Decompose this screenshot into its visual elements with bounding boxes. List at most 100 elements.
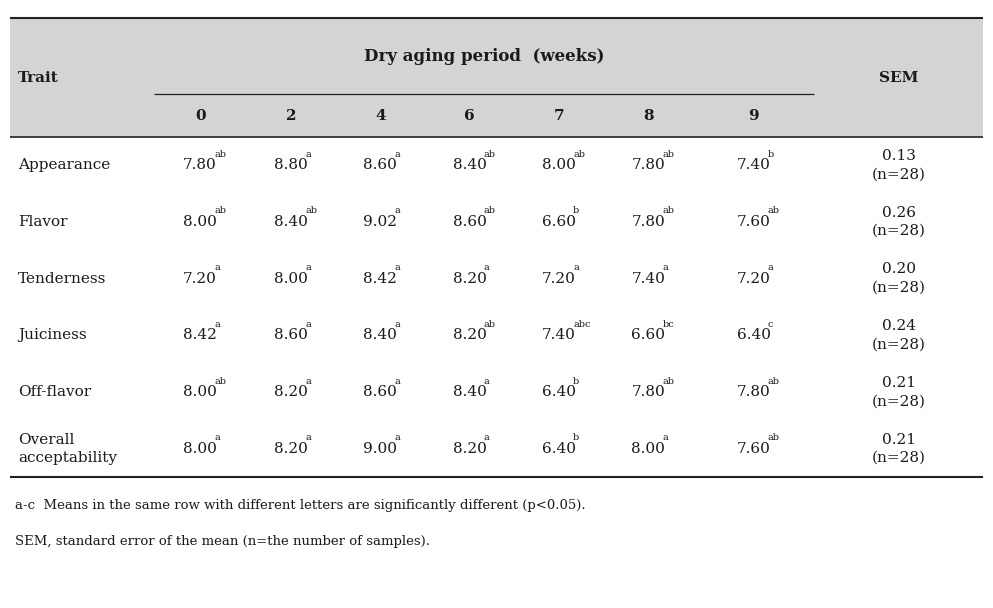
- Text: a: a: [305, 150, 311, 159]
- Text: 8.00: 8.00: [542, 158, 576, 172]
- Text: 8.00: 8.00: [183, 442, 217, 456]
- Text: 9.00: 9.00: [363, 442, 397, 456]
- Text: 7.80: 7.80: [737, 385, 771, 399]
- Text: a: a: [305, 434, 311, 443]
- Text: ab: ab: [484, 320, 496, 329]
- Bar: [10, 137, 983, 477]
- Text: a-c  Means in the same row with different letters are significantly different (p: a-c Means in the same row with different…: [15, 499, 586, 511]
- Text: Juiciness: Juiciness: [18, 328, 86, 342]
- Text: abc: abc: [573, 320, 591, 329]
- Text: 8.20: 8.20: [453, 442, 487, 456]
- Text: ab: ab: [768, 377, 780, 385]
- Text: 8.40: 8.40: [363, 328, 397, 342]
- Text: 7.60: 7.60: [737, 215, 771, 229]
- Text: 7.20: 7.20: [542, 272, 576, 286]
- Text: Overall
acceptability: Overall acceptability: [18, 434, 117, 465]
- Text: b: b: [573, 377, 579, 385]
- Text: Appearance: Appearance: [18, 158, 110, 172]
- Text: ab: ab: [662, 207, 674, 215]
- Text: ab: ab: [484, 150, 496, 159]
- Text: a: a: [573, 263, 579, 272]
- Text: a: a: [662, 434, 668, 443]
- Text: 7.80: 7.80: [184, 158, 216, 172]
- Text: 7.40: 7.40: [542, 328, 576, 342]
- Text: b: b: [573, 434, 579, 443]
- Text: 8.60: 8.60: [363, 385, 397, 399]
- Text: 8.60: 8.60: [274, 328, 308, 342]
- Text: 7.80: 7.80: [632, 158, 665, 172]
- Text: a: a: [768, 263, 774, 272]
- Text: Tenderness: Tenderness: [18, 272, 106, 286]
- Text: a: a: [484, 434, 490, 443]
- Text: ab: ab: [662, 150, 674, 159]
- Text: a: a: [305, 263, 311, 272]
- Text: ab: ab: [214, 150, 226, 159]
- Text: 7.40: 7.40: [737, 158, 771, 172]
- Text: a: a: [214, 263, 219, 272]
- Text: a: a: [394, 320, 400, 329]
- Text: 4: 4: [375, 108, 385, 123]
- Text: a: a: [662, 263, 668, 272]
- Text: 6.60: 6.60: [542, 215, 576, 229]
- Text: 0: 0: [195, 108, 206, 123]
- Text: 8.00: 8.00: [632, 442, 665, 456]
- Text: 6.40: 6.40: [542, 442, 576, 456]
- Text: 7.20: 7.20: [737, 272, 771, 286]
- Text: 8.60: 8.60: [453, 215, 487, 229]
- Text: 0.13
(n=28): 0.13 (n=28): [872, 149, 925, 181]
- Text: 0.21
(n=28): 0.21 (n=28): [872, 433, 925, 465]
- Text: 8.40: 8.40: [274, 215, 308, 229]
- Text: a: a: [484, 377, 490, 385]
- Bar: [10, 18, 983, 137]
- Text: 7.80: 7.80: [632, 385, 665, 399]
- Text: ab: ab: [768, 207, 780, 215]
- Text: 9.02: 9.02: [363, 215, 397, 229]
- Text: a: a: [394, 263, 400, 272]
- Text: Trait: Trait: [18, 71, 59, 85]
- Text: 9: 9: [749, 108, 759, 123]
- Text: bc: bc: [662, 320, 674, 329]
- Text: 8.42: 8.42: [183, 328, 217, 342]
- Text: 8.20: 8.20: [453, 328, 487, 342]
- Text: 8.00: 8.00: [274, 272, 308, 286]
- Text: ab: ab: [214, 377, 226, 385]
- Text: a: a: [305, 320, 311, 329]
- Text: 7.20: 7.20: [183, 272, 217, 286]
- Text: a: a: [214, 434, 219, 443]
- Text: 6.40: 6.40: [737, 328, 771, 342]
- Text: 0.21
(n=28): 0.21 (n=28): [872, 376, 925, 409]
- Text: Flavor: Flavor: [18, 215, 68, 229]
- Text: 8.60: 8.60: [363, 158, 397, 172]
- Text: 8.20: 8.20: [453, 272, 487, 286]
- Text: 6: 6: [465, 108, 475, 123]
- Text: b: b: [768, 150, 774, 159]
- Text: ab: ab: [484, 207, 496, 215]
- Text: ab: ab: [305, 207, 317, 215]
- Text: 0.20
(n=28): 0.20 (n=28): [872, 263, 925, 295]
- Text: a: a: [394, 377, 400, 385]
- Text: 8.40: 8.40: [453, 385, 487, 399]
- Text: 8.20: 8.20: [274, 442, 308, 456]
- Text: ab: ab: [662, 377, 674, 385]
- Text: 8.40: 8.40: [453, 158, 487, 172]
- Text: a: a: [394, 150, 400, 159]
- Text: 8.00: 8.00: [183, 215, 217, 229]
- Text: ab: ab: [768, 434, 780, 443]
- Text: 8.20: 8.20: [274, 385, 308, 399]
- Text: a: a: [214, 320, 219, 329]
- Text: a: a: [394, 207, 400, 215]
- Text: 7.40: 7.40: [632, 272, 665, 286]
- Text: 8.80: 8.80: [274, 158, 308, 172]
- Text: 7.60: 7.60: [737, 442, 771, 456]
- Text: 6.60: 6.60: [632, 328, 665, 342]
- Text: SEM, standard error of the mean (n=the number of samples).: SEM, standard error of the mean (n=the n…: [15, 535, 430, 548]
- Text: ab: ab: [214, 207, 226, 215]
- Text: Off-flavor: Off-flavor: [18, 385, 91, 399]
- Text: 7.80: 7.80: [632, 215, 665, 229]
- Text: 2: 2: [286, 108, 296, 123]
- Text: 8: 8: [643, 108, 653, 123]
- Text: a: a: [484, 263, 490, 272]
- Text: SEM: SEM: [879, 71, 919, 85]
- Text: 0.24
(n=28): 0.24 (n=28): [872, 319, 925, 351]
- Text: 7: 7: [554, 108, 564, 123]
